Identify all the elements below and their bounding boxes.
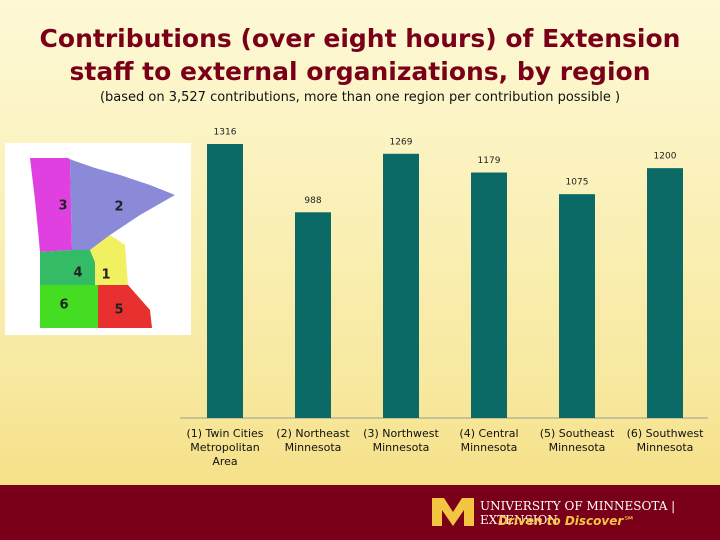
logo-m [432, 498, 474, 526]
bar [295, 212, 331, 418]
x-tick-label: (6) Southwest Minnesota [626, 427, 704, 454]
data-label: 1200 [654, 152, 677, 162]
data-label: 1075 [566, 178, 589, 188]
bar [207, 143, 243, 419]
chart-title: Contributions (over eight hours) of Exte… [39, 24, 681, 86]
x-tick-label: (5) Southeast Minnesota [539, 427, 615, 454]
x-tick-label: (1) Twin Cities Metropolitan Area [186, 427, 264, 468]
data-label: 1179 [478, 156, 501, 166]
footer-tagline: Driven to Discover℠ [498, 514, 636, 528]
map-region [40, 285, 98, 328]
logo [432, 498, 474, 526]
map-label: 4 [73, 266, 82, 281]
map-label: 2 [114, 200, 123, 215]
map-label: 3 [58, 199, 67, 214]
x-tick-label: (4) Central Minnesota [459, 427, 519, 454]
footer-university: UNIVERSITY OF MINNESOTA | EXTENSION [480, 499, 676, 527]
bar [559, 194, 595, 418]
data-label: 1269 [390, 137, 413, 147]
map-region [30, 158, 72, 252]
map-region [98, 285, 152, 328]
map-region [68, 158, 175, 250]
bar [383, 153, 419, 419]
map [5, 143, 191, 335]
chart: 3 2 4 1 6 5 1316 988 1269 1179 1075 1200 [5, 127, 708, 419]
map-label: 1 [101, 268, 110, 283]
footer-band [0, 485, 720, 540]
map-region [90, 235, 128, 285]
map-region [40, 250, 95, 285]
x-tick-label: (3) Northwest Minnesota [363, 427, 439, 454]
x-tick-label: (2) Northeast Minnesota [276, 427, 350, 454]
bar [471, 172, 507, 418]
chart-subtitle: (based on 3,527 contributions, more than… [99, 90, 621, 105]
map-label: 6 [59, 298, 68, 313]
data-label: 1316 [214, 127, 237, 137]
bar [647, 168, 683, 418]
map-label: 5 [114, 303, 123, 318]
data-label: 988 [304, 196, 321, 206]
